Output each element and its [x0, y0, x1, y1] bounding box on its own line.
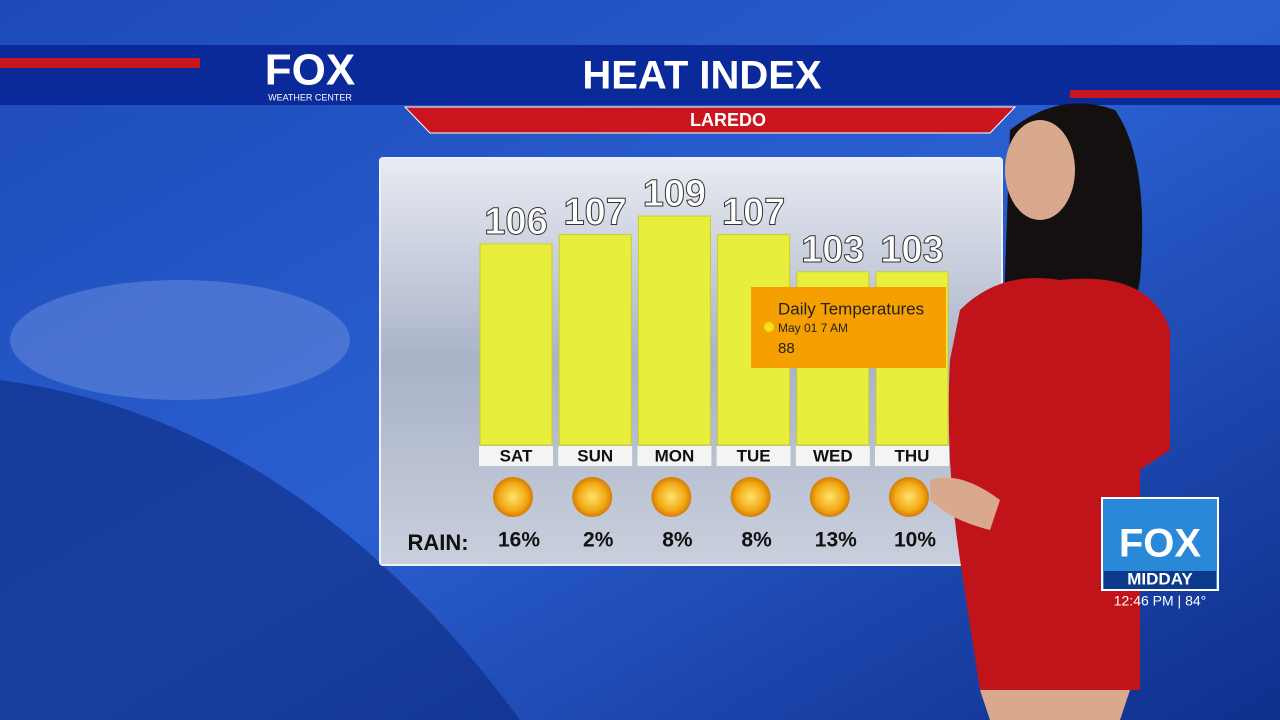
tooltip-value: 88: [778, 340, 795, 357]
value-label: 109: [643, 173, 706, 215]
sun-icon: [889, 477, 929, 517]
day-box: [716, 446, 791, 466]
title-banner: [0, 45, 1280, 105]
day-box: [479, 446, 553, 466]
tooltip: [751, 287, 946, 368]
chart-title: HEAT INDEX: [582, 54, 822, 98]
banner-stripe: [1070, 90, 1280, 98]
x-tick-label: THU: [895, 446, 930, 465]
banner-stripe: [0, 58, 200, 68]
rain-value: 13%: [815, 529, 857, 552]
rain-value: 8%: [741, 529, 772, 552]
sun-icon: [493, 477, 533, 517]
logo: FOX: [265, 46, 355, 95]
value-label: 103: [880, 229, 943, 271]
bug-show: MIDDAY: [1127, 569, 1193, 588]
bar: [558, 234, 632, 446]
day-box: [875, 446, 949, 466]
value-label: 106: [484, 201, 547, 243]
value-label: 107: [722, 192, 785, 234]
day-box: [558, 446, 633, 466]
bug-status: 12:46 PM | 84°: [1114, 593, 1207, 609]
x-tick-label: MON: [655, 446, 695, 465]
bug-logo: FOX: [1119, 522, 1202, 566]
value-label: 103: [801, 229, 864, 271]
rain-value: 2%: [583, 529, 614, 552]
tooltip-title: Daily Temperatures: [778, 299, 924, 318]
cloud: [10, 280, 350, 400]
value-label: 107: [563, 192, 626, 234]
background-swoosh: [0, 380, 520, 720]
day-box: [795, 446, 870, 466]
chart-subtitle: LAREDO: [690, 110, 766, 130]
sun-icon: [730, 477, 771, 517]
tooltip-dot: [764, 322, 774, 332]
rain-value: 8%: [662, 529, 693, 552]
rain-value: 10%: [894, 529, 936, 552]
logo-sub: WEATHER CENTER: [268, 92, 352, 102]
sun-icon: [572, 477, 613, 517]
subtitle-banner: [403, 106, 1017, 134]
tooltip-time: May 01 7 AM: [778, 321, 848, 335]
day-box: [637, 446, 712, 466]
x-tick-label: WED: [813, 446, 853, 465]
x-tick-label: SUN: [577, 446, 613, 465]
sun-icon: [809, 477, 850, 517]
x-tick-label: TUE: [737, 446, 771, 465]
sun-icon: [651, 477, 692, 517]
rain-label: RAIN:: [407, 530, 468, 555]
show-bug-band: [1104, 571, 1216, 589]
bar: [637, 215, 711, 446]
rain-value: 16%: [498, 529, 540, 552]
x-tick-label: SAT: [500, 446, 533, 465]
bar: [479, 243, 553, 446]
